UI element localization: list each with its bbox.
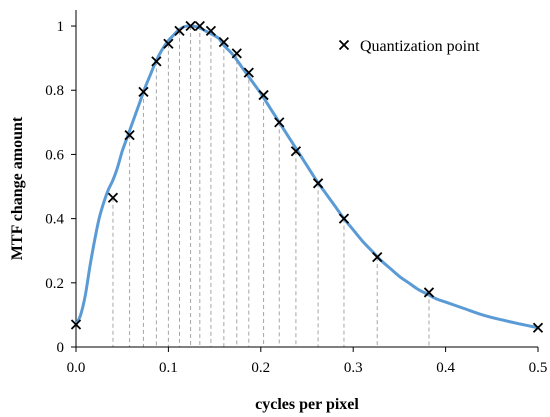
- legend: Quantization point: [338, 38, 480, 55]
- quantization-point: [274, 117, 285, 128]
- quantization-point: [205, 25, 217, 36]
- quantization-point: [312, 178, 324, 189]
- mtf-curve: [74, 24, 540, 330]
- quantization-point: [372, 251, 383, 263]
- x-tick-label: 0.5: [529, 360, 548, 376]
- quantization-point: [107, 192, 119, 203]
- x-tick-label: 0.3: [344, 360, 363, 376]
- y-ticks: 0 0.2 0.4 0.6 0.8 1: [45, 19, 76, 356]
- y-tick-label: 0.4: [45, 212, 64, 228]
- quantization-point: [290, 146, 302, 157]
- legend-cross: [338, 39, 350, 51]
- x-tick-label: 0.4: [436, 360, 455, 376]
- quantization-point: [174, 25, 185, 36]
- x-axis-title: cycles per pixel: [255, 396, 359, 413]
- droplines: [112, 26, 430, 347]
- x-tick-label: 0.1: [159, 360, 178, 376]
- quantization-point: [194, 20, 205, 32]
- quantization-point: [138, 86, 149, 97]
- legend-label: Quantization point: [360, 38, 480, 55]
- y-tick-label: 0: [57, 340, 65, 356]
- y-tick-label: 0.6: [45, 147, 64, 163]
- quantization-point: [124, 130, 135, 141]
- quantization-point-markers: [70, 20, 544, 333]
- quantization-point: [163, 38, 174, 49]
- quantization-point: [243, 67, 254, 78]
- quantization-point: [258, 89, 269, 101]
- x-tick-label: 0.2: [251, 360, 270, 376]
- quantization-point: [338, 213, 350, 224]
- y-tick-label: 0.2: [45, 276, 64, 292]
- quantization-point: [423, 287, 435, 298]
- quantization-point: [70, 319, 82, 330]
- quantization-point: [151, 56, 162, 67]
- x-tick-label: 0.0: [67, 360, 86, 376]
- y-tick-label: 1: [57, 19, 65, 35]
- x-ticks: 0.0 0.1 0.2 0.3 0.4 0.5: [67, 347, 548, 376]
- quantization-point: [231, 48, 242, 59]
- quantization-point: [218, 36, 229, 48]
- quantization-point: [185, 20, 196, 32]
- quantization-point: [532, 322, 544, 333]
- legend-marker-cross-icon: [338, 39, 350, 51]
- axes: [75, 10, 538, 348]
- y-axis-title: MTF change amount: [9, 116, 26, 260]
- y-tick-label: 0.8: [45, 83, 64, 99]
